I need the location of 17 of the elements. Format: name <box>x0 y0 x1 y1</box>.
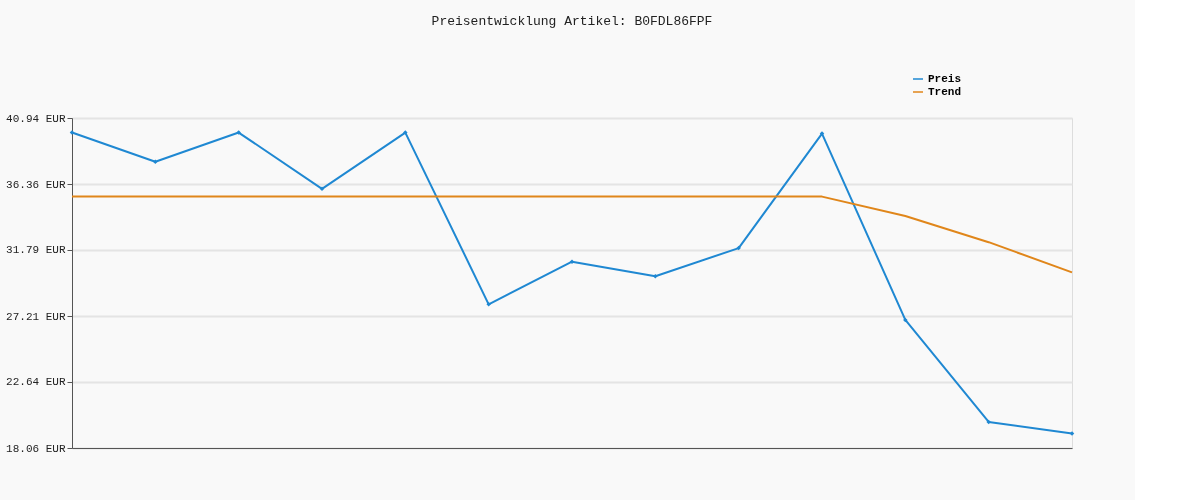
point <box>319 186 325 192</box>
y-tick-label: 27.21 EUR <box>6 310 66 323</box>
chart-title: Preisentwicklung Artikel: B0FDL86FPF <box>431 14 713 29</box>
line-series <box>71 195 1073 274</box>
point <box>986 419 991 425</box>
y-tick-label: 40.94 EUR <box>6 112 66 125</box>
y-tick-label: 36.36 EUR <box>6 178 66 191</box>
point <box>486 302 491 307</box>
y-tick-label: 22.64 EUR <box>6 376 66 389</box>
point <box>153 159 158 164</box>
legend-label: Trend <box>928 86 962 98</box>
point <box>653 273 658 279</box>
point <box>403 130 408 135</box>
y-tick-label: 31.79 EUR <box>6 244 66 257</box>
y-tick-label: 18.06 EUR <box>6 442 66 455</box>
point <box>236 130 241 135</box>
legend-label: Preis <box>928 73 962 85</box>
